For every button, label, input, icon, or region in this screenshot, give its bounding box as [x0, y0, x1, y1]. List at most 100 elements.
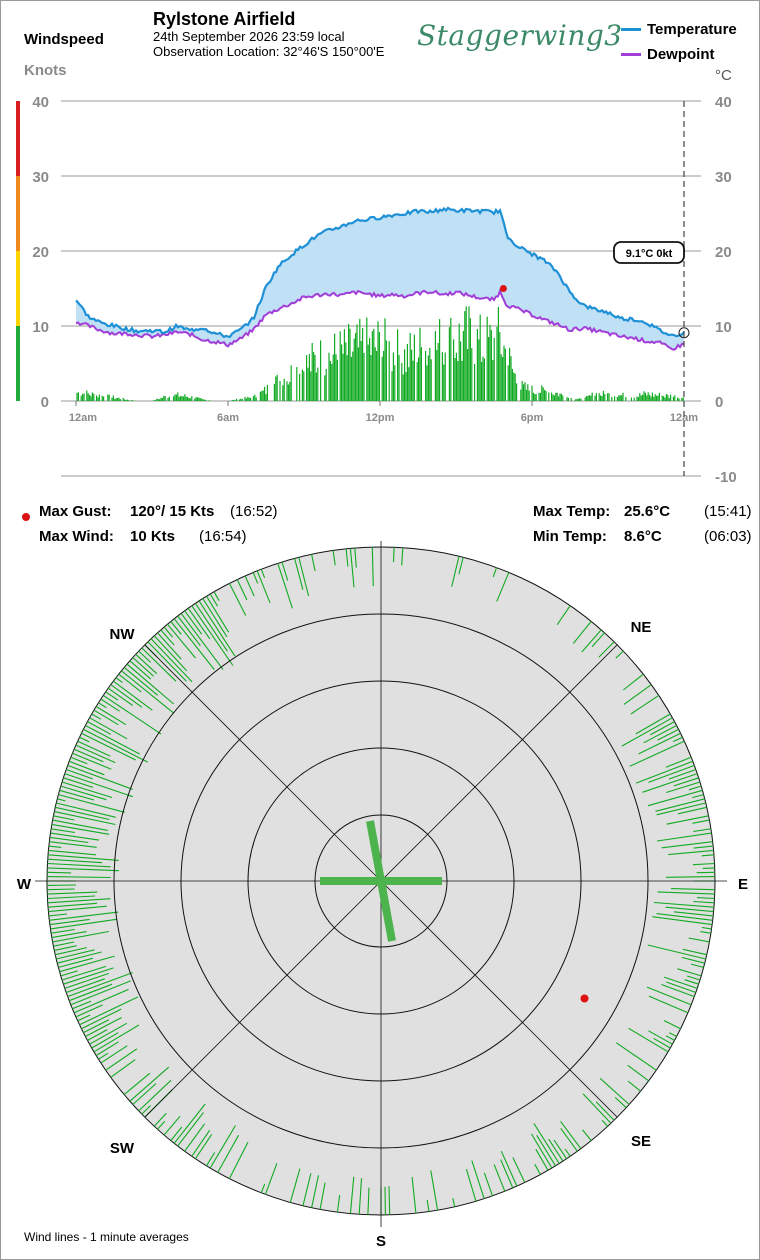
- direction-label-ne: NE: [631, 619, 652, 636]
- wind-line: [69, 983, 113, 1002]
- wind-line: [49, 911, 119, 921]
- wind-line: [582, 1129, 592, 1141]
- wind-line: [332, 550, 336, 566]
- wind-line: [426, 1199, 430, 1212]
- wind-line: [56, 802, 116, 818]
- wind-line: [132, 1083, 157, 1105]
- wind-line: [202, 598, 228, 638]
- wind-line: [615, 1042, 657, 1071]
- wind-line: [70, 756, 88, 765]
- wind-line: [228, 583, 247, 616]
- x-axis-tick-label: 12am: [69, 412, 97, 424]
- wind-line: [118, 673, 142, 693]
- wind-line: [458, 557, 464, 575]
- wind-line: [669, 1032, 677, 1037]
- wind-line: [209, 1125, 236, 1169]
- wind-line: [665, 876, 716, 878]
- wind-line: [67, 972, 133, 998]
- wind-line: [47, 888, 75, 891]
- wind-line: [696, 897, 715, 900]
- wind-line: [591, 632, 605, 648]
- wind-line: [170, 621, 182, 635]
- x-axis-tick-label: 12pm: [366, 412, 395, 424]
- wind-line: [553, 1139, 568, 1160]
- wind-line: [141, 1105, 151, 1115]
- wind-line: [63, 967, 114, 985]
- wind-line: [657, 891, 715, 895]
- wind-line: [367, 1187, 370, 1215]
- wind-line: [665, 1035, 675, 1041]
- wind-line: [627, 1064, 649, 1082]
- wind-line: [599, 1077, 630, 1105]
- wind-line: [629, 740, 685, 767]
- wind-line: [83, 1019, 110, 1034]
- direction-label-nw: NW: [110, 626, 136, 643]
- wind-line: [177, 615, 201, 647]
- wind-line: [49, 918, 90, 926]
- staggerwing-logo: Staggerwing3: [417, 19, 623, 52]
- temperature-legend-swatch: [621, 28, 641, 31]
- direction-label-w: W: [17, 876, 32, 893]
- wind-line: [194, 1134, 213, 1160]
- wind-line: [51, 828, 75, 834]
- wind-line: [49, 841, 97, 848]
- wind-line: [598, 641, 615, 658]
- left-axis-tick-label: 20: [32, 244, 49, 261]
- wind-line: [64, 773, 133, 798]
- max-gust-rose-point: [580, 994, 589, 1003]
- temperature-line: [75, 206, 685, 339]
- temperature-legend-label: Temperature: [647, 21, 737, 38]
- wind-line: [217, 1134, 240, 1173]
- wind-line: [163, 1115, 181, 1136]
- wind-line: [264, 1163, 278, 1195]
- wind-line: [289, 1168, 301, 1203]
- wind-line: [69, 760, 105, 776]
- wind-line: [483, 1172, 494, 1196]
- wind-line: [648, 995, 689, 1014]
- min-temp-time: (06:03): [704, 528, 752, 545]
- wind-line: [294, 558, 304, 590]
- wind-line: [647, 789, 703, 807]
- wind-line: [70, 980, 131, 1006]
- wind-line: [492, 567, 498, 578]
- wind-line: [61, 781, 113, 799]
- wind-line: [656, 802, 706, 816]
- rose-spoke: [144, 880, 382, 1118]
- wind-line: [100, 698, 120, 712]
- wind-line: [411, 1177, 417, 1214]
- direction-label-se: SE: [631, 1133, 651, 1150]
- wind-line: [47, 854, 119, 861]
- wind-line: [85, 725, 141, 755]
- wind-line: [319, 1182, 326, 1210]
- wind-line: [677, 806, 707, 815]
- wind-line: [630, 694, 660, 715]
- wind-line: [55, 947, 87, 956]
- wind-line: [298, 557, 310, 597]
- date-time: 24th September 2026 23:59 local: [153, 29, 345, 44]
- wind-line: [51, 928, 75, 934]
- wind-line: [91, 713, 102, 720]
- wind-scale-segment: [16, 326, 20, 401]
- wind-line: [652, 916, 713, 926]
- wind-line: [129, 660, 152, 680]
- wind-line: [61, 965, 107, 981]
- wind-line: [60, 970, 78, 977]
- wind-line: [191, 1129, 211, 1157]
- windspeed-label: Windspeed: [24, 31, 104, 48]
- wind-line: [302, 1173, 312, 1206]
- wind-line: [58, 794, 125, 813]
- wind-line: [132, 657, 154, 677]
- wind-line: [180, 613, 224, 670]
- wind-line: [668, 849, 714, 856]
- wind-line: [638, 732, 681, 755]
- max-gust-time: (16:52): [230, 503, 278, 520]
- wind-line: [110, 684, 143, 708]
- wind-rose: NNEESESSWWNW: [17, 541, 748, 1250]
- wind-line: [663, 1020, 681, 1030]
- wind-line: [66, 768, 93, 780]
- wind-line: [693, 828, 711, 833]
- wind-line: [63, 777, 94, 788]
- wind-line: [500, 1159, 514, 1189]
- dewpoint-legend-label: Dewpoint: [647, 46, 715, 63]
- right-axis-tick-label: 20: [715, 244, 732, 261]
